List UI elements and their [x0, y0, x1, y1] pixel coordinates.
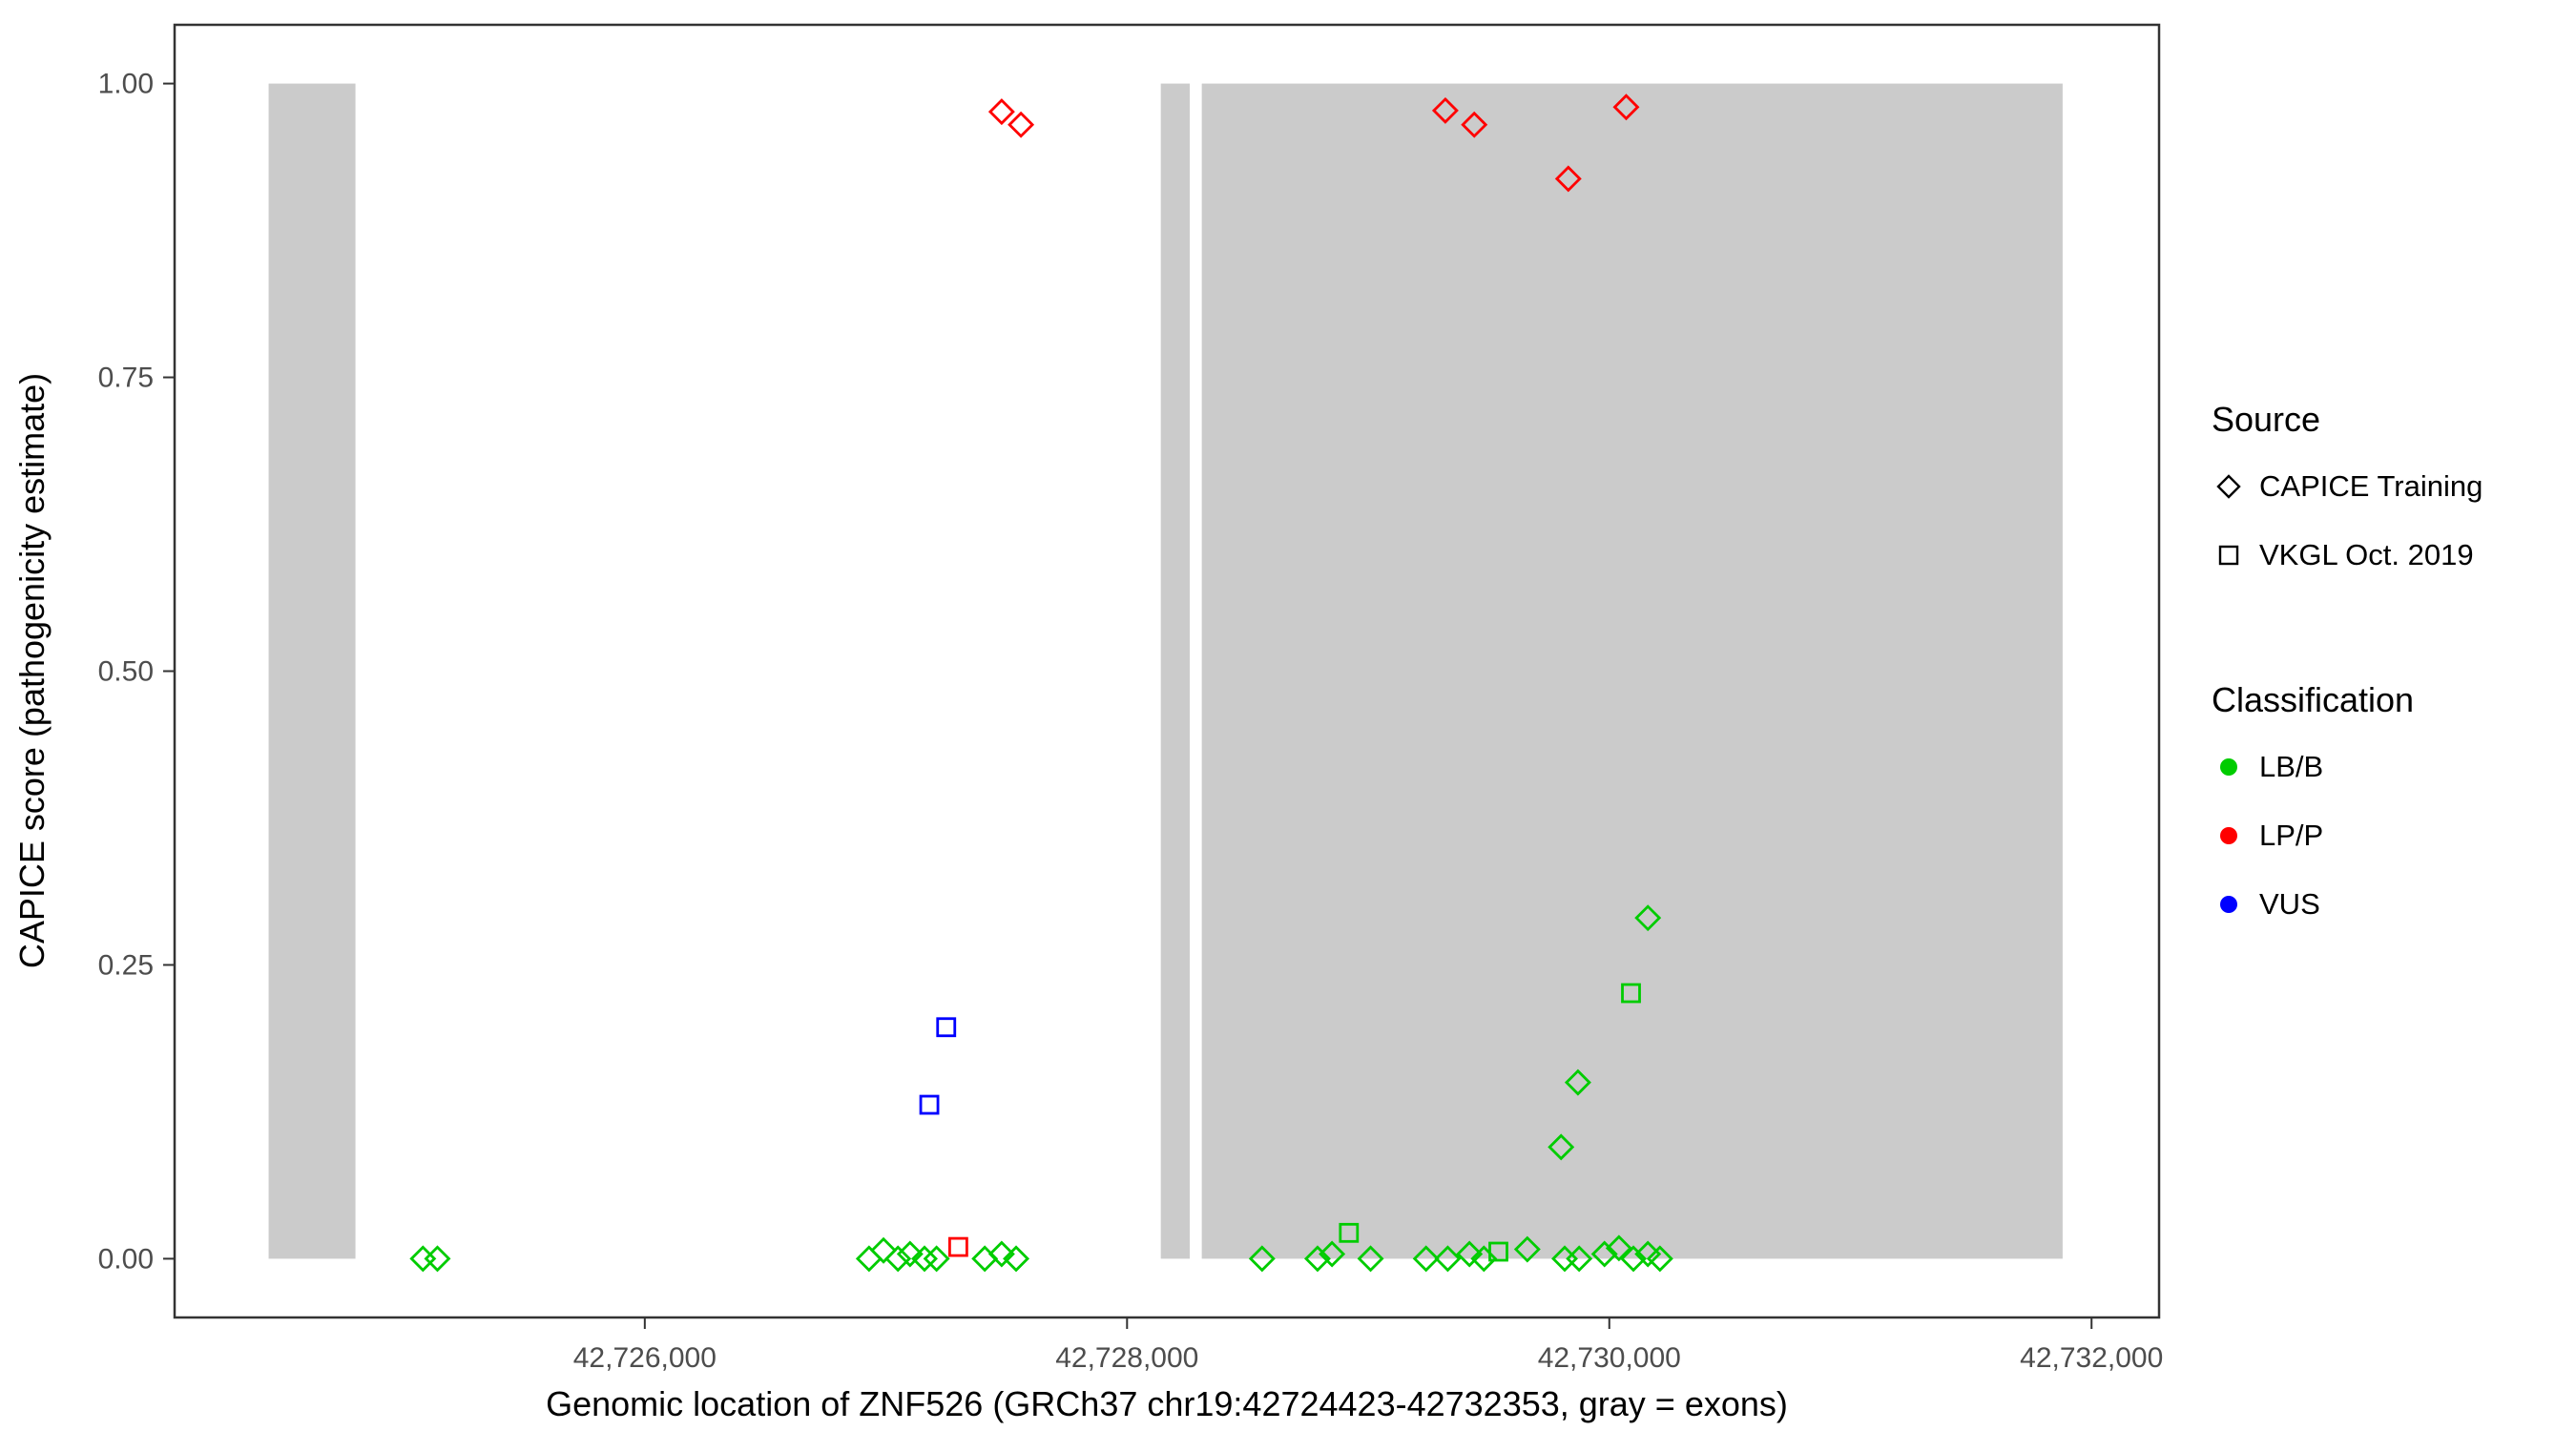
legend-classification-group: Classification LB/B LP/P — [2212, 679, 2565, 939]
legend-label-vkgl: VKGL Oct. 2019 — [2259, 538, 2474, 571]
green-dot-icon — [2220, 758, 2237, 776]
data-point-diamond — [1461, 111, 1488, 138]
legend-label-capice-training: CAPICE Training — [2259, 469, 2483, 503]
diamond-key-icon — [2216, 474, 2241, 499]
data-point-diamond — [1357, 1245, 1384, 1273]
data-point-diamond — [1554, 165, 1582, 193]
x-axis-tick-label: 42,732,000 — [2020, 1342, 2163, 1374]
data-point-diamond — [870, 1236, 898, 1264]
legend-item-lpp: LP/P — [2212, 801, 2565, 870]
exon-region — [1201, 83, 2063, 1259]
legend-item-lbb: LB/B — [2212, 733, 2565, 801]
data-point-diamond — [424, 1245, 451, 1273]
legend-source-items: CAPICE Training VKGL Oct. 2019 — [2212, 452, 2565, 590]
data-point-diamond — [987, 1240, 1015, 1268]
data-point-diamond — [1513, 1235, 1541, 1263]
data-point-square — [1621, 983, 1641, 1004]
legend-label-lpp: LP/P — [2259, 819, 2324, 852]
data-point-diamond — [896, 1240, 924, 1268]
y-axis-tick-label: 0.50 — [98, 656, 154, 688]
data-point-diamond — [923, 1245, 950, 1273]
y-axis-tick-label: 1.00 — [98, 69, 154, 100]
data-point-diamond — [1612, 93, 1640, 121]
data-point-diamond — [1003, 1245, 1030, 1273]
data-point-diamond — [911, 1245, 938, 1273]
data-point-square — [936, 1017, 957, 1038]
data-point-diamond — [1431, 96, 1459, 124]
square-key-icon — [2218, 545, 2239, 566]
data-point-diamond — [1434, 1245, 1462, 1273]
data-point-diamond — [1412, 1245, 1440, 1273]
data-point-diamond — [1470, 1245, 1498, 1273]
legend-label-vus: VUS — [2259, 887, 2320, 921]
x-axis-tick-label: 42,728,000 — [1055, 1342, 1198, 1374]
blue-dot-icon — [2220, 896, 2237, 913]
data-point-diamond — [1646, 1245, 1673, 1273]
legend-source-title: Source — [2212, 400, 2321, 439]
legend: Source CAPICE Training VKGL Oct. 2019 Cl… — [2212, 399, 2565, 939]
data-point-diamond — [884, 1245, 912, 1273]
exon-region — [268, 83, 356, 1259]
y-axis-tick-label: 0.75 — [98, 363, 154, 394]
y-axis-title: CAPICE score (pathogenicity estimate) — [12, 373, 52, 968]
data-point-diamond — [1634, 904, 1662, 932]
data-point-diamond — [1303, 1245, 1331, 1273]
data-point-square — [1488, 1241, 1508, 1262]
data-point-square — [947, 1236, 968, 1257]
legend-item-vkgl: VKGL Oct. 2019 — [2212, 521, 2565, 590]
data-point-diamond — [1319, 1240, 1346, 1268]
legend-source-group: Source CAPICE Training VKGL Oct. 2019 — [2212, 399, 2565, 590]
data-point-diamond — [1456, 1240, 1484, 1268]
legend-item-capice-training: CAPICE Training — [2212, 452, 2565, 521]
data-point-diamond — [1564, 1068, 1591, 1096]
exon-region — [1160, 83, 1191, 1259]
x-axis-tick-label: 42,730,000 — [1538, 1342, 1681, 1374]
data-point-diamond — [409, 1245, 437, 1273]
data-point-diamond — [1008, 111, 1035, 138]
data-point-diamond — [1566, 1245, 1593, 1273]
x-axis-tick-label: 42,726,000 — [573, 1342, 717, 1374]
data-point-diamond — [855, 1245, 883, 1273]
legend-classification-items: LB/B LP/P VUS — [2212, 733, 2565, 939]
y-axis-tick-label: 0.00 — [98, 1243, 154, 1275]
data-point-diamond — [987, 98, 1015, 126]
data-point-diamond — [1590, 1240, 1618, 1268]
red-dot-icon — [2220, 827, 2237, 844]
data-point-diamond — [1248, 1245, 1276, 1273]
data-point-diamond — [1548, 1133, 1575, 1161]
legend-classification-title: Classification — [2212, 680, 2415, 719]
legend-item-vus: VUS — [2212, 870, 2565, 939]
data-point-square — [1339, 1222, 1360, 1243]
x-axis-title: Genomic location of ZNF526 (GRCh37 chr19… — [546, 1384, 1788, 1423]
y-axis-tick-label: 0.25 — [98, 949, 154, 981]
data-point-diamond — [1605, 1234, 1632, 1262]
data-point-diamond — [1620, 1245, 1648, 1273]
legend-label-lbb: LB/B — [2259, 750, 2324, 783]
data-point-square — [919, 1094, 940, 1115]
